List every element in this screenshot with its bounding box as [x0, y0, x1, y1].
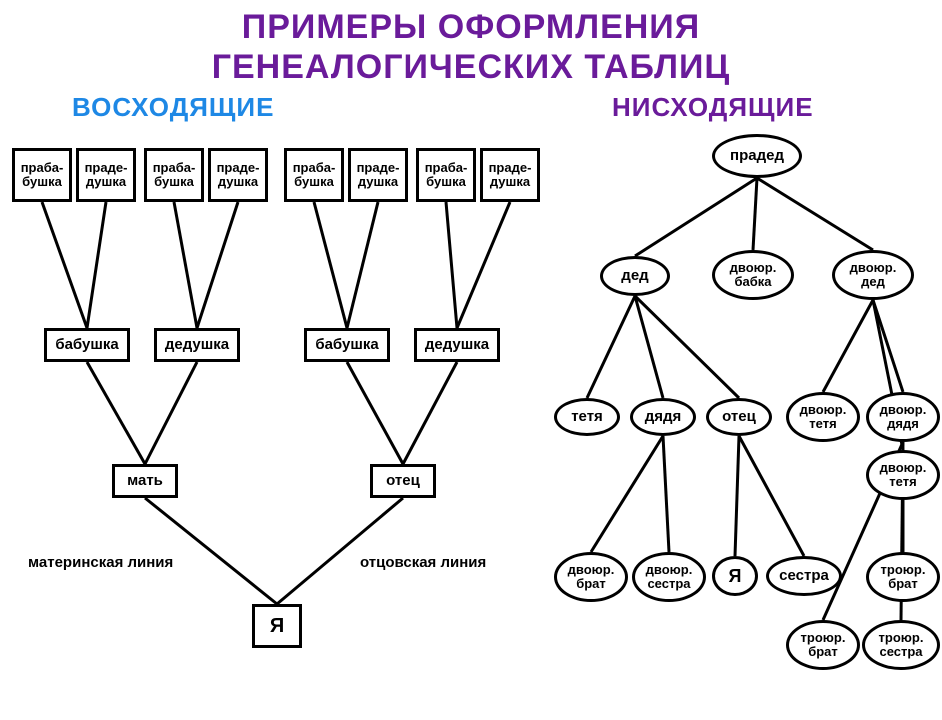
node-g3: праде- душка	[208, 148, 268, 202]
node-r10: двоюр. сестра	[632, 552, 706, 602]
edge-r5-r9	[591, 436, 663, 552]
node-b1: дедушка	[154, 328, 240, 362]
edge-g0-b0	[42, 202, 87, 328]
edge-r1-r6	[635, 296, 739, 398]
node-g7: праде- душка	[480, 148, 540, 202]
node-r15: троюр. брат	[866, 552, 940, 602]
edge-r5-r10	[663, 436, 669, 552]
edge-g5-b2	[347, 202, 378, 328]
node-r7: двоюр. тетя	[786, 392, 860, 442]
node-r0: прадед	[712, 134, 802, 178]
edge-g7-b3	[457, 202, 510, 328]
edge-g4-b2	[314, 202, 347, 328]
edge-r1-r4	[587, 296, 635, 398]
node-r9: двоюр. брат	[554, 552, 628, 602]
edge-g2-b1	[174, 202, 197, 328]
title-line-2: ГЕНЕАЛОГИЧЕСКИХ ТАБЛИЦ	[0, 48, 942, 87]
edge-g1-b0	[87, 202, 106, 328]
node-r13: троюр. брат	[786, 620, 860, 670]
node-r2: двоюр. бабка	[712, 250, 794, 300]
edge-r0-r2	[753, 178, 757, 250]
edge-b2-p1	[347, 362, 403, 464]
node-r5: дядя	[630, 398, 696, 436]
edge-b3-p1	[403, 362, 457, 464]
edge-r6-r11	[735, 436, 739, 556]
node-g1: праде- душка	[76, 148, 136, 202]
node-rA: двоюр. тетя	[866, 450, 940, 500]
subtitle-ascending: ВОСХОДЯЩИЕ	[72, 92, 274, 123]
edge-g3-b1	[197, 202, 238, 328]
node-r6: отец	[706, 398, 772, 436]
node-r1: дед	[600, 256, 670, 296]
node-me: Я	[252, 604, 302, 648]
node-r14: троюр. сестра	[862, 620, 940, 670]
node-b0: бабушка	[44, 328, 130, 362]
node-g6: праба- бушка	[416, 148, 476, 202]
node-r8: двоюр. дядя	[866, 392, 940, 442]
edge-r3-r7	[823, 300, 873, 392]
edge-g6-b3	[446, 202, 457, 328]
node-b3: дедушка	[414, 328, 500, 362]
node-b2: бабушка	[304, 328, 390, 362]
node-g2: праба- бушка	[144, 148, 204, 202]
node-p0: мать	[112, 464, 178, 498]
node-r3: двоюр. дед	[832, 250, 914, 300]
node-g0: праба- бушка	[12, 148, 72, 202]
node-g4: праба- бушка	[284, 148, 344, 202]
subtitle-descending: НИСХОДЯЩИЕ	[612, 92, 814, 123]
edge-r0-r3	[757, 178, 873, 250]
edge-r1-r5	[635, 296, 663, 398]
node-g5: праде- душка	[348, 148, 408, 202]
edge-b1-p0	[145, 362, 197, 464]
node-r11: Я	[712, 556, 758, 596]
node-p1: отец	[370, 464, 436, 498]
annotation-0: материнская линия	[28, 554, 173, 571]
edge-p0-me	[145, 498, 277, 604]
edge-r0-r1	[635, 178, 757, 256]
title-line-1: ПРИМЕРЫ ОФОРМЛЕНИЯ	[0, 8, 942, 47]
edge-r3-r8	[873, 300, 903, 392]
edge-b0-p0	[87, 362, 145, 464]
annotation-1: отцовская линия	[360, 554, 486, 571]
edge-p1-me	[277, 498, 403, 604]
node-r4: тетя	[554, 398, 620, 436]
edge-r6-r12	[739, 436, 804, 556]
node-r12: сестра	[766, 556, 842, 596]
